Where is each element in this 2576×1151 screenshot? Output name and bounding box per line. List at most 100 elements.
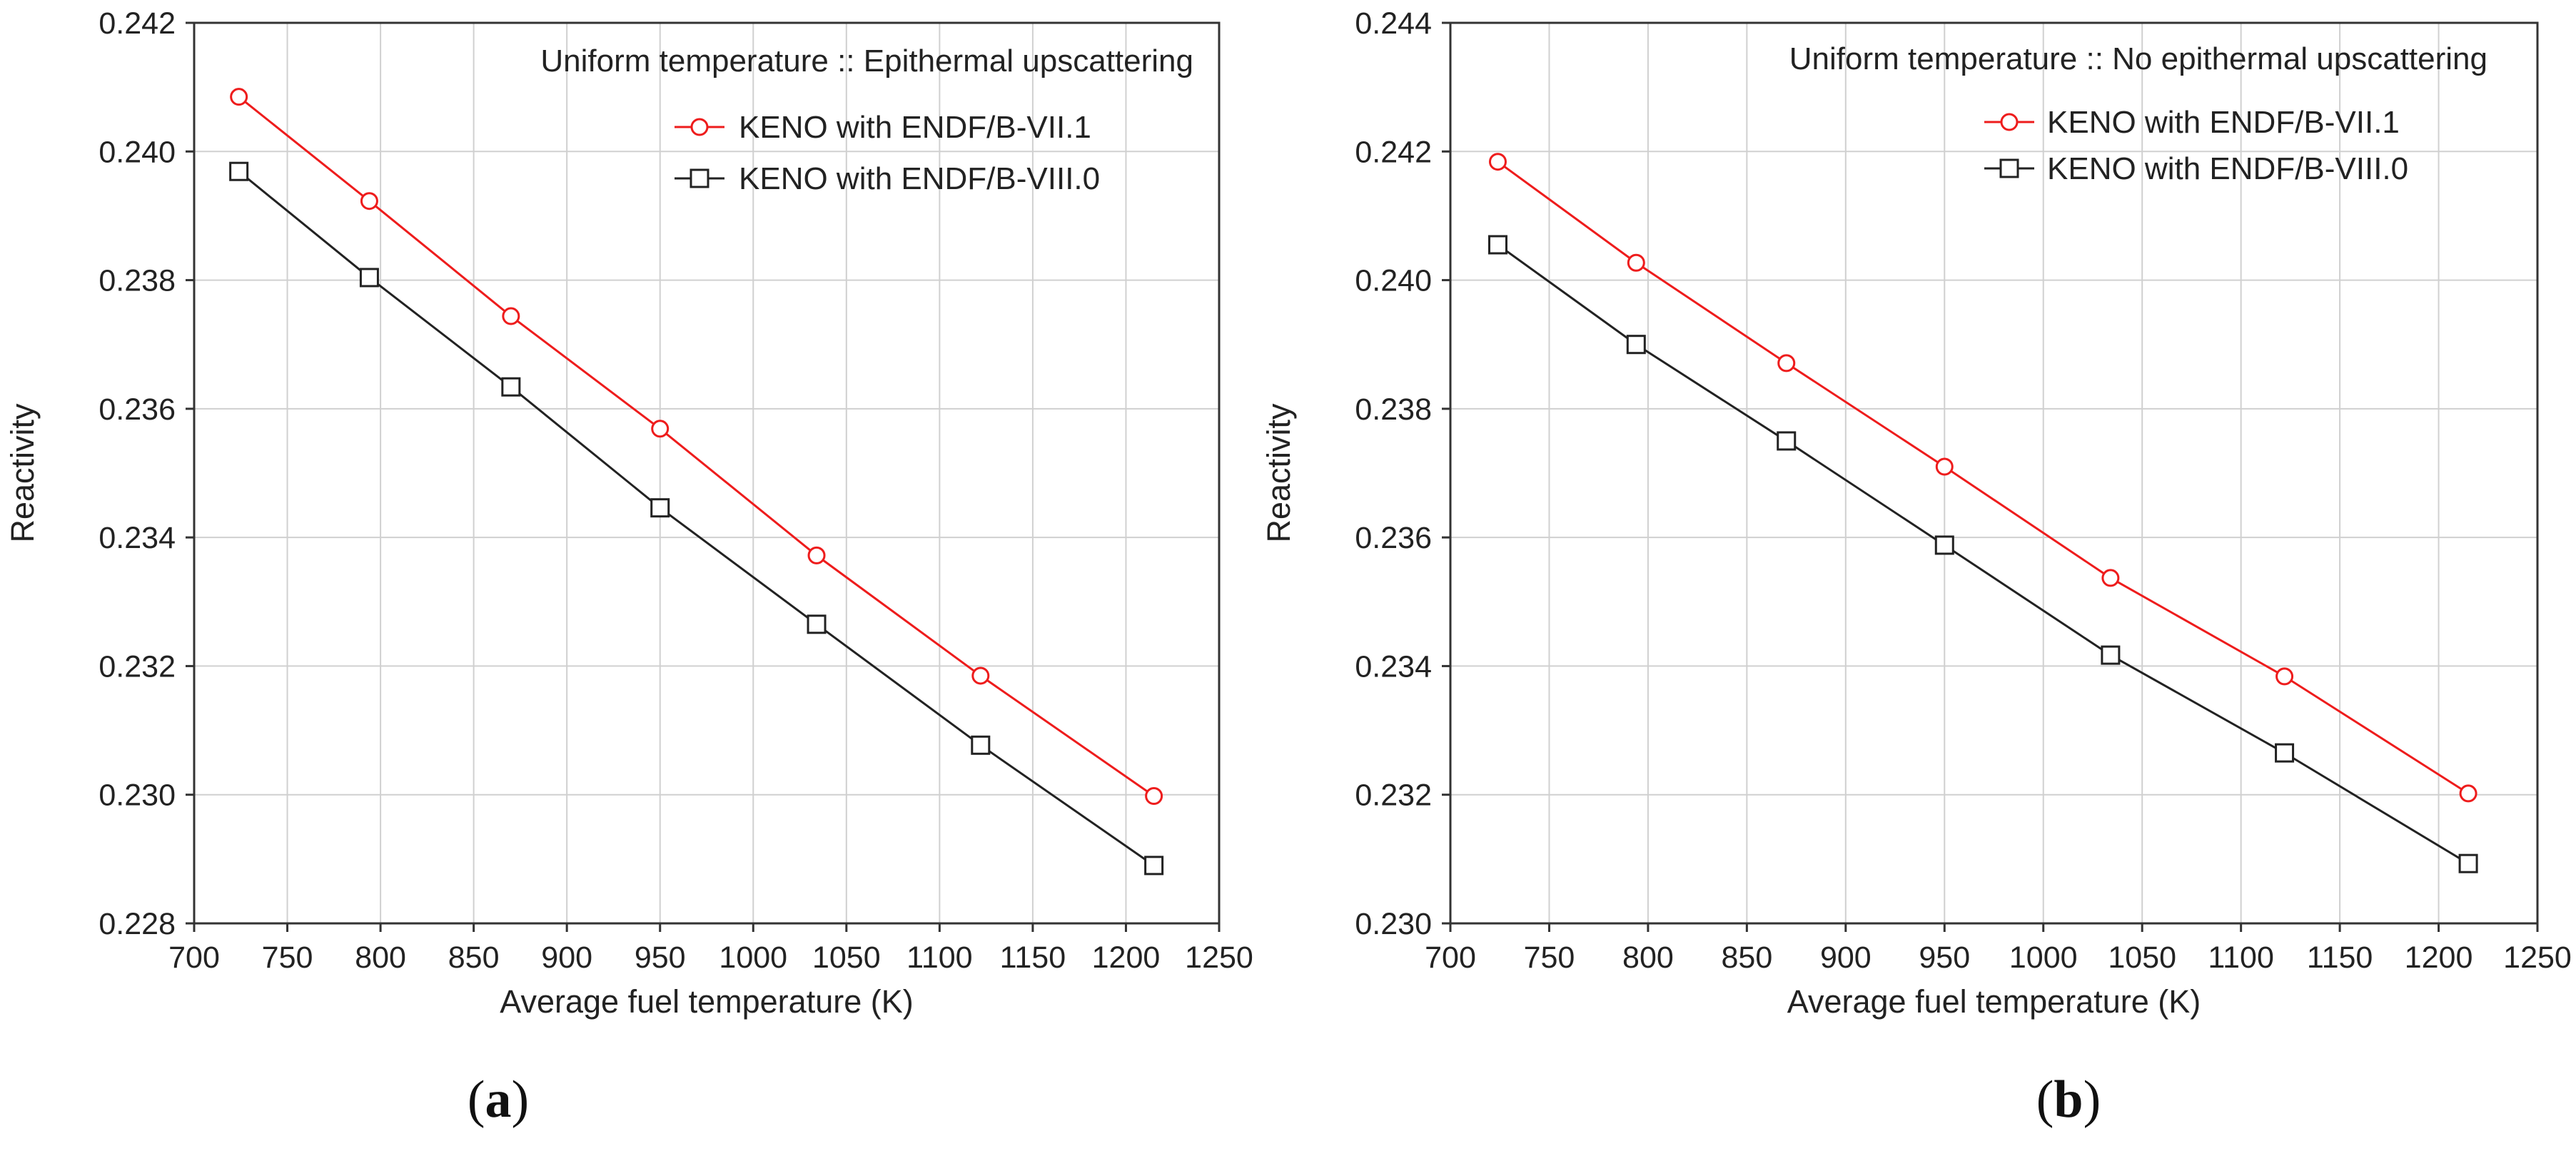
legend-label: KENO with ENDF/B-VIII.0: [2047, 151, 2408, 186]
legend-marker: [2000, 113, 2019, 131]
data-point: [501, 377, 521, 397]
x-axis-title: Average fuel temperature (K): [500, 983, 913, 1020]
data-point: [2459, 784, 2477, 803]
plot-frame: [193, 21, 1221, 925]
data-point: [1935, 457, 1954, 476]
x-tick-label: 1200: [1092, 940, 1161, 975]
y-tick-label: 0.242: [1355, 135, 1432, 169]
y-tick-label: 0.240: [99, 135, 176, 169]
x-tick-label: 1250: [2503, 940, 2572, 975]
y-tick-label: 0.232: [1355, 779, 1432, 813]
panel-label-open: (: [2036, 1070, 2054, 1129]
data-point: [1777, 354, 1796, 372]
y-tick-label: 0.234: [99, 521, 176, 555]
panel-label: (b): [2036, 1070, 2101, 1129]
data-point: [360, 192, 378, 211]
x-tick-label: 750: [262, 940, 313, 975]
data-point: [807, 546, 826, 564]
x-tick-label: 800: [1622, 940, 1674, 975]
x-tick-label: 900: [541, 940, 592, 975]
data-point: [651, 420, 670, 438]
y-tick-label: 0.242: [99, 6, 176, 41]
chart-annotation: Uniform temperature :: Epithermal upscat…: [540, 44, 1193, 78]
x-tick-label: 1050: [2108, 940, 2176, 975]
y-tick-label: 0.240: [1355, 264, 1432, 298]
series-endf-b-vii-1: [1488, 153, 2477, 803]
y-tick-label: 0.228: [99, 907, 176, 941]
y-tick-label: 0.238: [1355, 392, 1432, 427]
legend-marker: [690, 168, 709, 188]
y-tick-label: 0.230: [99, 779, 176, 813]
chart-annotation: Uniform temperature :: No epithermal ups…: [1789, 41, 2487, 76]
data-point: [1934, 535, 1954, 555]
panel-label-open: (: [468, 1070, 485, 1129]
data-point: [2101, 645, 2121, 665]
x-tick-label: 950: [1919, 940, 1970, 975]
x-tick-label: 1100: [2208, 940, 2273, 975]
data-point: [502, 307, 520, 325]
legend-label: KENO with ENDF/B-VII.1: [2047, 105, 2400, 140]
data-point: [2276, 667, 2294, 686]
y-tick-label: 0.234: [1355, 649, 1432, 684]
x-tick-label: 1050: [812, 940, 881, 975]
plot-frame: [1449, 21, 2539, 925]
legend-item: KENO with ENDF/B-VII.1: [675, 110, 1091, 145]
data-point: [971, 735, 991, 755]
legend-item: KENO with ENDF/B-VIII.0: [1984, 151, 2408, 186]
data-point: [807, 614, 827, 634]
panel-label-close: ): [512, 1070, 530, 1129]
x-tick-label: 1250: [1185, 940, 1253, 975]
x-axis-title: Average fuel temperature (K): [1787, 983, 2201, 1020]
x-tick-label: 1150: [2307, 940, 2373, 975]
y-tick-label: 0.230: [1355, 907, 1432, 941]
y-axis-title: Reactivity: [4, 403, 41, 543]
data-point: [2275, 743, 2295, 763]
data-point: [1487, 235, 1507, 255]
y-tick-label: 0.244: [1355, 6, 1432, 41]
data-point: [1145, 787, 1163, 806]
series-endf-b-viii-0: [1487, 235, 2478, 873]
legend-marker: [690, 118, 709, 136]
x-tick-label: 850: [448, 940, 500, 975]
series-endf-b-viii-0: [229, 161, 1164, 876]
chart-panel-a: 700 750 800 850 900 950 1000 1050 1100 1150 1200 12…: [4, 6, 1253, 1129]
legend-label: KENO with ENDF/B-VII.1: [739, 110, 1091, 145]
y-tick-label: 0.232: [99, 649, 176, 684]
data-point: [1627, 253, 1645, 272]
x-tick-label: 700: [1425, 940, 1476, 975]
panel-label-letter: a: [485, 1070, 512, 1129]
x-tick-label: 800: [355, 940, 406, 975]
x-tick-label: 950: [635, 940, 686, 975]
data-point: [1488, 153, 1507, 171]
x-tick-label: 1100: [906, 940, 972, 975]
series-endf-b-vii-1: [230, 88, 1163, 806]
panel-label-close: ): [2083, 1070, 2101, 1129]
x-tick-label: 700: [168, 940, 220, 975]
x-tick-label: 900: [1820, 940, 1872, 975]
x-tick-label: 1000: [719, 940, 787, 975]
legend-item: KENO with ENDF/B-VII.1: [1984, 105, 2400, 140]
data-point: [230, 88, 248, 106]
y-tick-label: 0.238: [99, 264, 176, 298]
x-tick-label: 1150: [1000, 940, 1066, 975]
x-tick-label: 1000: [2009, 940, 2078, 975]
data-point: [1777, 431, 1797, 451]
panel-label: (a): [468, 1070, 529, 1129]
data-point: [2458, 853, 2478, 873]
y-tick-label: 0.236: [1355, 521, 1432, 555]
x-tick-label: 850: [1721, 940, 1772, 975]
data-point: [2101, 569, 2120, 587]
x-tick-label: 750: [1524, 940, 1575, 975]
data-point: [229, 161, 249, 181]
y-tick-label: 0.236: [99, 392, 176, 427]
y-axis-title: Reactivity: [1261, 403, 1297, 543]
panel-label-letter: b: [2054, 1070, 2083, 1129]
data-point: [359, 268, 379, 288]
data-point: [1144, 856, 1164, 876]
legend-item: KENO with ENDF/B-VIII.0: [675, 161, 1100, 196]
chart-panel-b: 700 750 800 850 900 950 1000 1050 1100 1150 1200 12…: [1261, 6, 2572, 1129]
data-point: [650, 498, 670, 518]
legend-label: KENO with ENDF/B-VIII.0: [739, 161, 1100, 196]
